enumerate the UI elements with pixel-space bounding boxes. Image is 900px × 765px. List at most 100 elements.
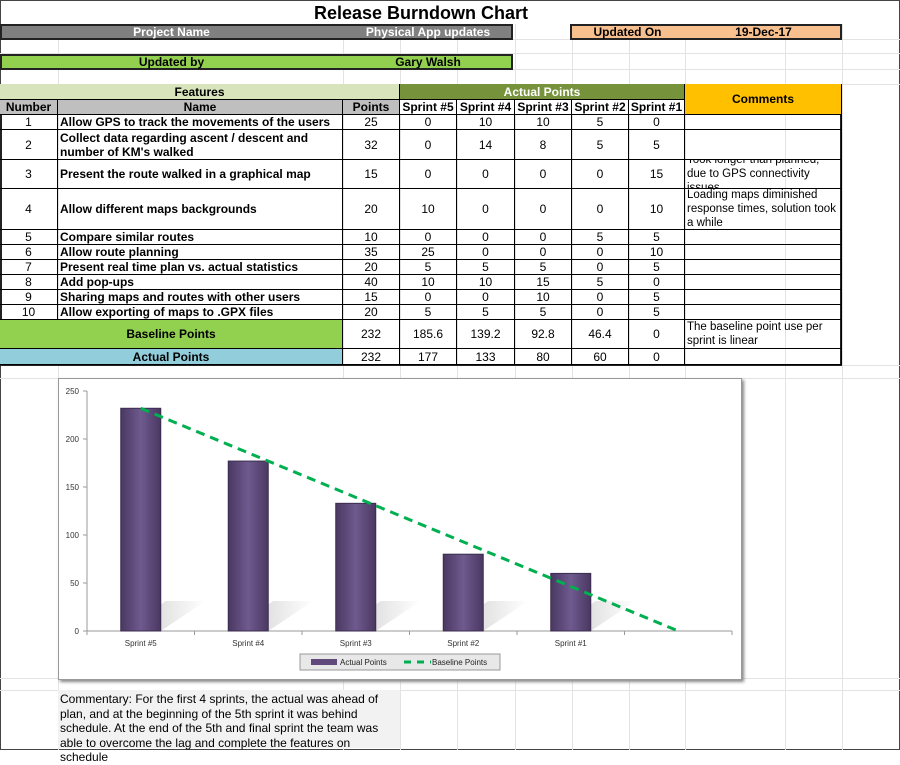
baseline-value: 0 xyxy=(629,320,685,349)
feature-comment xyxy=(685,115,842,130)
sprint-points: 5 xyxy=(629,290,685,305)
sprint-points: 0 xyxy=(629,115,685,130)
baseline-line xyxy=(140,406,679,633)
sprint-points: 5 xyxy=(629,260,685,275)
sprint-points: 5 xyxy=(572,230,629,245)
sprint-points: 10 xyxy=(515,115,572,130)
y-tick-label: 100 xyxy=(66,531,80,540)
feature-points: 15 xyxy=(343,290,400,305)
sprint-points: 8 xyxy=(515,130,572,160)
column-header: Number xyxy=(0,100,58,115)
sprint-points: 0 xyxy=(457,245,515,260)
sprint-points: 0 xyxy=(515,189,572,230)
actual-value: 177 xyxy=(400,349,457,365)
sprint-points: 14 xyxy=(457,130,515,160)
row-number: 2 xyxy=(0,130,58,160)
row-number: 7 xyxy=(0,260,58,275)
sprint-points: 0 xyxy=(572,305,629,320)
updated-by-label: Updated by xyxy=(138,55,205,69)
bar-actual-points xyxy=(120,407,162,632)
y-tick-label: 50 xyxy=(70,579,79,588)
feature-points: 35 xyxy=(343,245,400,260)
baseline-value: 139.2 xyxy=(457,320,515,349)
sprint-points: 0 xyxy=(457,230,515,245)
row-number: 4 xyxy=(0,189,58,230)
commentary: Commentary: For the first 4 sprints, the… xyxy=(58,690,400,764)
baseline-label: Baseline Points xyxy=(0,320,343,349)
updated-by-row xyxy=(0,54,513,70)
baseline-value: 232 xyxy=(343,320,400,349)
feature-comment: Took longer than planned, due to GPS con… xyxy=(685,160,842,189)
feature-points: 20 xyxy=(343,189,400,230)
feature-comment: Loading maps diminished response times, … xyxy=(685,189,842,230)
feature-name: Allow exporting of maps to .GPX files xyxy=(58,305,343,320)
y-tick-label: 150 xyxy=(66,483,80,492)
legend-label-actual: Actual Points xyxy=(340,658,387,667)
sprint-points: 5 xyxy=(629,130,685,160)
sprint-points: 10 xyxy=(400,189,457,230)
row-number: 6 xyxy=(0,245,58,260)
y-tick-label: 200 xyxy=(66,435,80,444)
sprint-points: 0 xyxy=(400,230,457,245)
feature-name: Sharing maps and routes with other users xyxy=(58,290,343,305)
sprint-points: 5 xyxy=(457,260,515,275)
row-number: 5 xyxy=(0,230,58,245)
sprint-points: 0 xyxy=(515,245,572,260)
page-title: Release Burndown Chart xyxy=(313,3,529,23)
row-number: 1 xyxy=(0,115,58,130)
bar-actual-points xyxy=(550,572,592,632)
bar-actual-points xyxy=(227,460,269,632)
y-tick-label: 250 xyxy=(66,387,80,396)
sprint-points: 5 xyxy=(400,260,457,275)
feature-name: Present the route walked in a graphical … xyxy=(58,160,343,189)
actual-value: 133 xyxy=(457,349,515,365)
column-header: Sprint #2 xyxy=(572,100,629,115)
features-header: Features xyxy=(0,84,400,100)
project-name-value: Physical App updates xyxy=(365,25,491,39)
sprint-points: 0 xyxy=(457,160,515,189)
updated-on-label: Updated On xyxy=(593,25,662,39)
y-tick-label: 0 xyxy=(75,627,80,636)
column-header: Sprint #3 xyxy=(515,100,572,115)
x-tick-label: Sprint #1 xyxy=(555,639,588,648)
x-tick-label: Sprint #4 xyxy=(232,639,265,648)
column-header: Name xyxy=(58,100,343,115)
burndown-chart[interactable]: 0 50 100 150 200 250 Sprint #5 Sprint #4 Sprint … xyxy=(58,378,742,680)
baseline-value: 185.6 xyxy=(400,320,457,349)
sprint-points: 10 xyxy=(400,275,457,290)
feature-points: 40 xyxy=(343,275,400,290)
sprint-points: 0 xyxy=(400,290,457,305)
feature-comment xyxy=(685,305,842,320)
sprint-points: 0 xyxy=(515,230,572,245)
sprint-points: 0 xyxy=(400,130,457,160)
updated-by-value: Gary Walsh xyxy=(395,55,461,69)
feature-name: Collect data regarding ascent / descent … xyxy=(58,130,343,160)
feature-points: 10 xyxy=(343,230,400,245)
feature-comment xyxy=(685,245,842,260)
baseline-comment: The baseline point use per sprint is lin… xyxy=(685,320,842,349)
sprint-points: 10 xyxy=(457,115,515,130)
column-header: Sprint #1 xyxy=(629,100,685,115)
project-row xyxy=(0,24,513,40)
sprint-points: 10 xyxy=(515,290,572,305)
comments-header: Comments xyxy=(685,84,842,115)
bar-actual-points xyxy=(442,553,484,632)
actual-value: 80 xyxy=(515,349,572,365)
sprint-points: 0 xyxy=(400,115,457,130)
sprint-points: 0 xyxy=(457,290,515,305)
feature-name: Present real time plan vs. actual statis… xyxy=(58,260,343,275)
feature-comment xyxy=(685,275,842,290)
feature-comment xyxy=(685,260,842,275)
sprint-points: 5 xyxy=(515,260,572,275)
feature-points: 20 xyxy=(343,260,400,275)
sprint-points: 5 xyxy=(572,130,629,160)
actual-value: 0 xyxy=(629,349,685,365)
legend-swatch-actual xyxy=(311,659,337,665)
x-tick-label: Sprint #5 xyxy=(125,639,158,648)
sprint-points: 5 xyxy=(400,305,457,320)
sprint-points: 5 xyxy=(515,305,572,320)
feature-points: 20 xyxy=(343,305,400,320)
feature-points: 15 xyxy=(343,160,400,189)
bar-actual-points xyxy=(335,502,377,632)
sprint-points: 0 xyxy=(572,189,629,230)
